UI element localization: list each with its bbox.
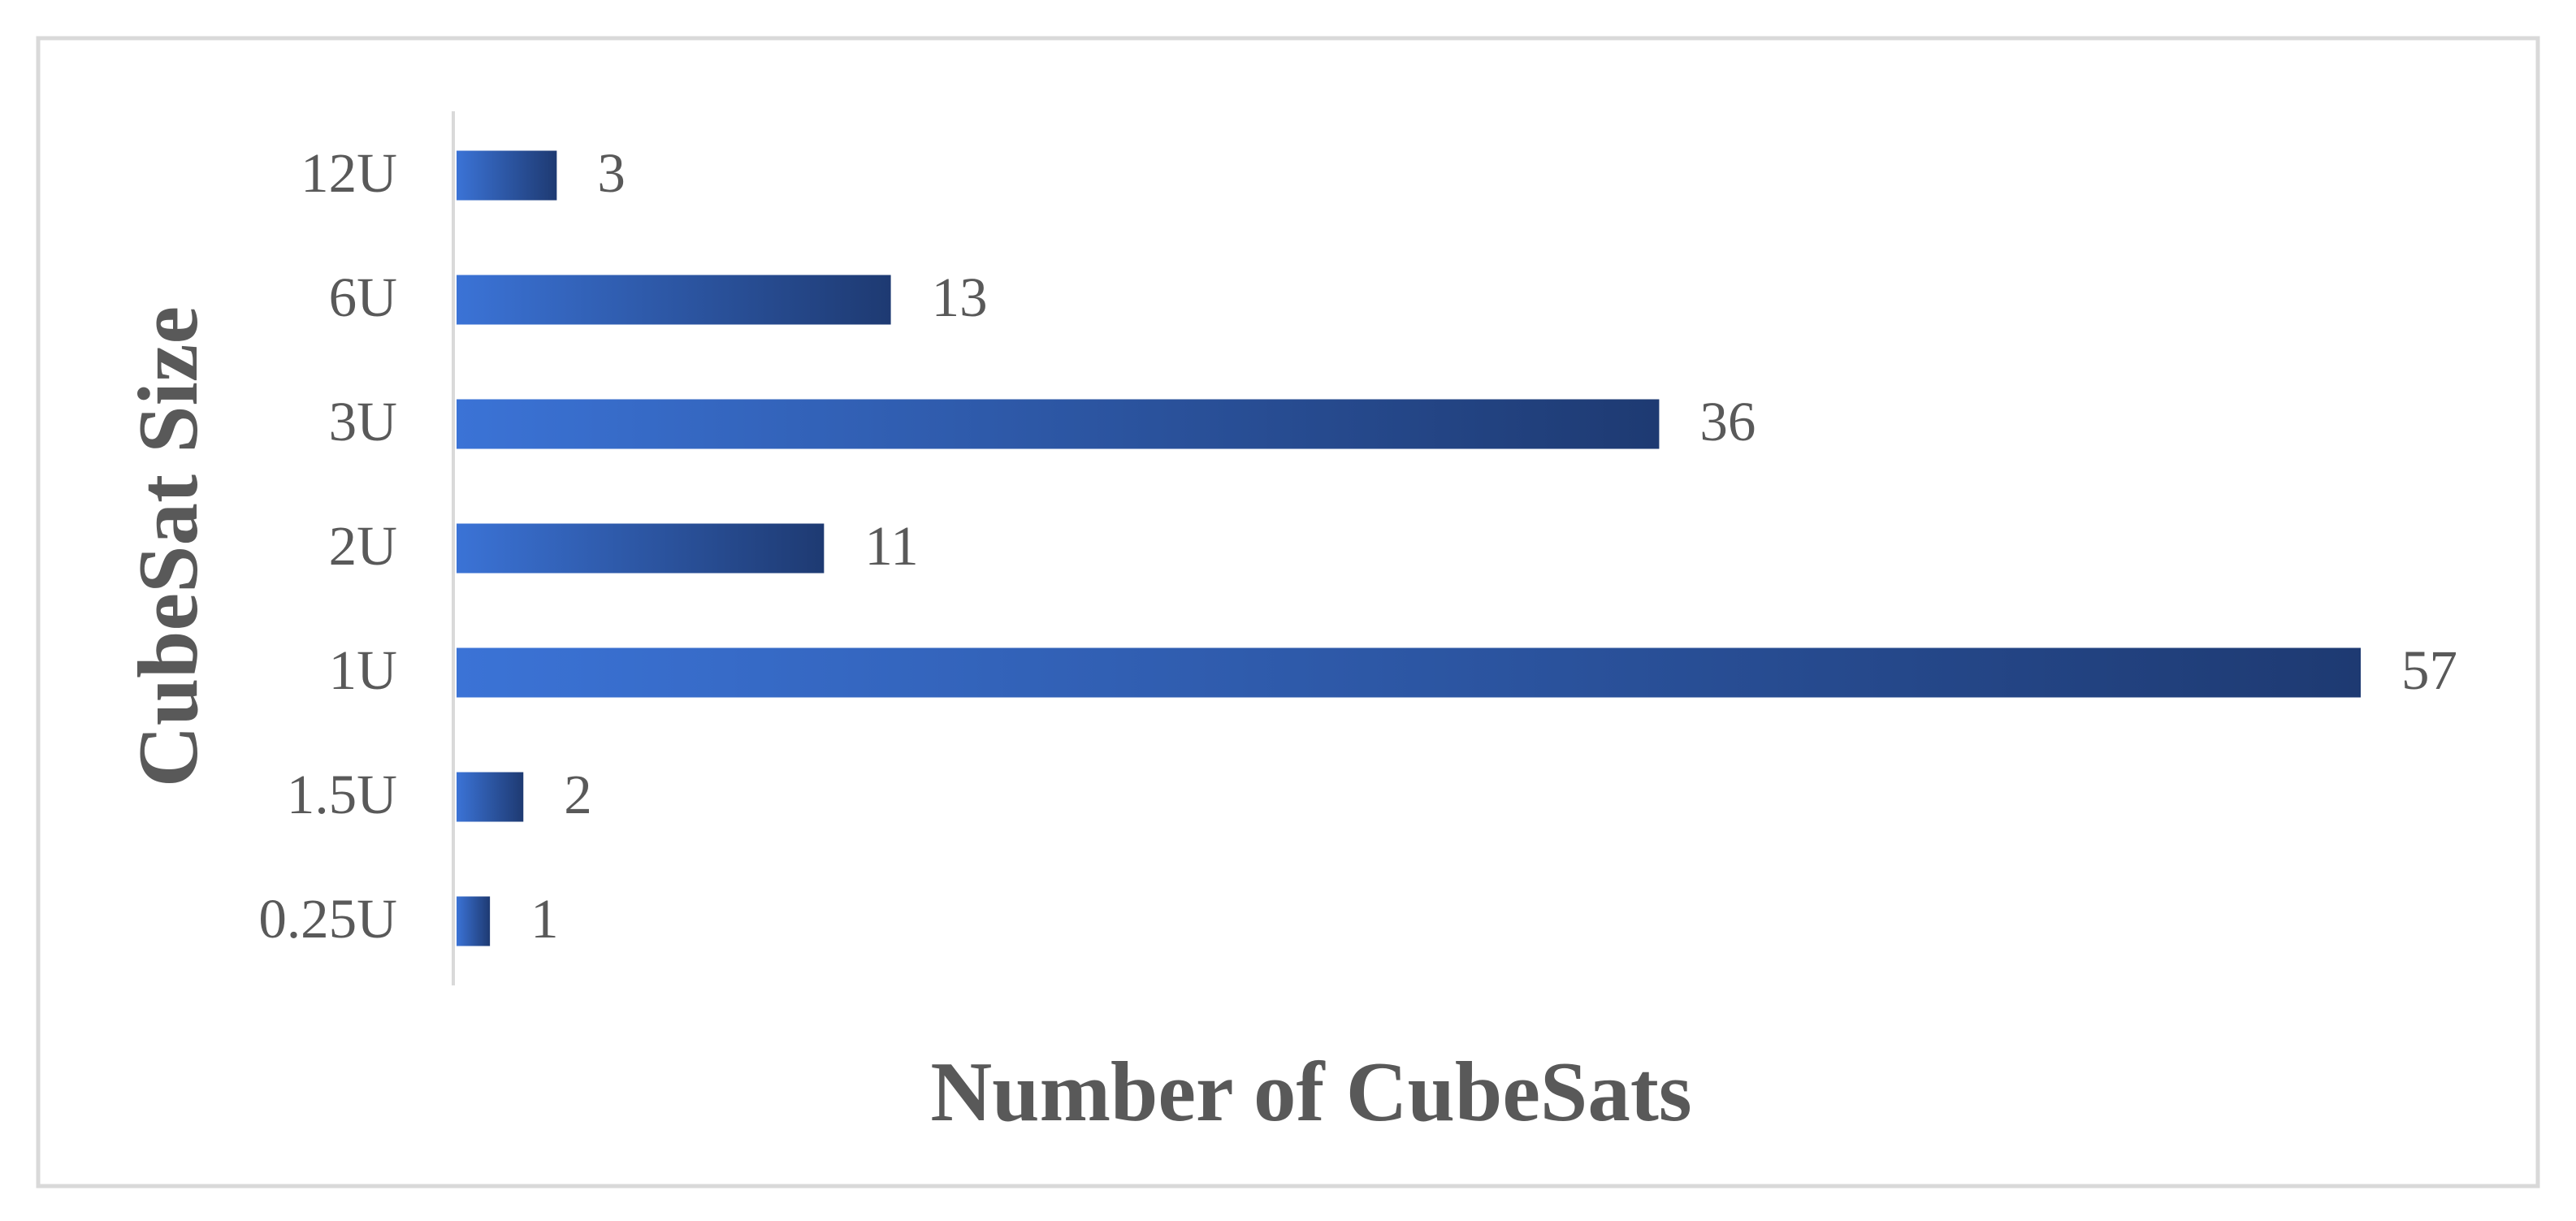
bar: [457, 275, 891, 325]
bar: [457, 896, 491, 946]
bar: [457, 523, 825, 574]
y-tick-label: 3U: [329, 391, 397, 452]
y-tick-label: 1U: [329, 639, 397, 701]
data-label: 3: [597, 142, 626, 204]
y-tick-label: 1.5U: [287, 764, 397, 825]
bar: [457, 399, 1660, 449]
data-label: 2: [564, 764, 592, 825]
y-tick-label: 12U: [301, 142, 397, 204]
y-tick-label: 2U: [329, 515, 397, 577]
data-label: 36: [1699, 391, 1756, 452]
data-label: 13: [932, 266, 988, 328]
bar: [457, 772, 524, 822]
bar: [457, 647, 2361, 698]
data-label: 1: [530, 888, 559, 950]
bar: [457, 150, 557, 201]
chart-border: [36, 36, 2540, 1189]
y-tick-label: 6U: [329, 266, 397, 328]
data-label: 11: [864, 515, 918, 577]
y-tick-label: 0.25U: [258, 888, 397, 950]
x-axis-title: Number of CubeSats: [930, 1044, 1691, 1139]
y-axis-title: CubeSat Size: [120, 306, 215, 787]
data-label: 57: [2401, 639, 2457, 701]
